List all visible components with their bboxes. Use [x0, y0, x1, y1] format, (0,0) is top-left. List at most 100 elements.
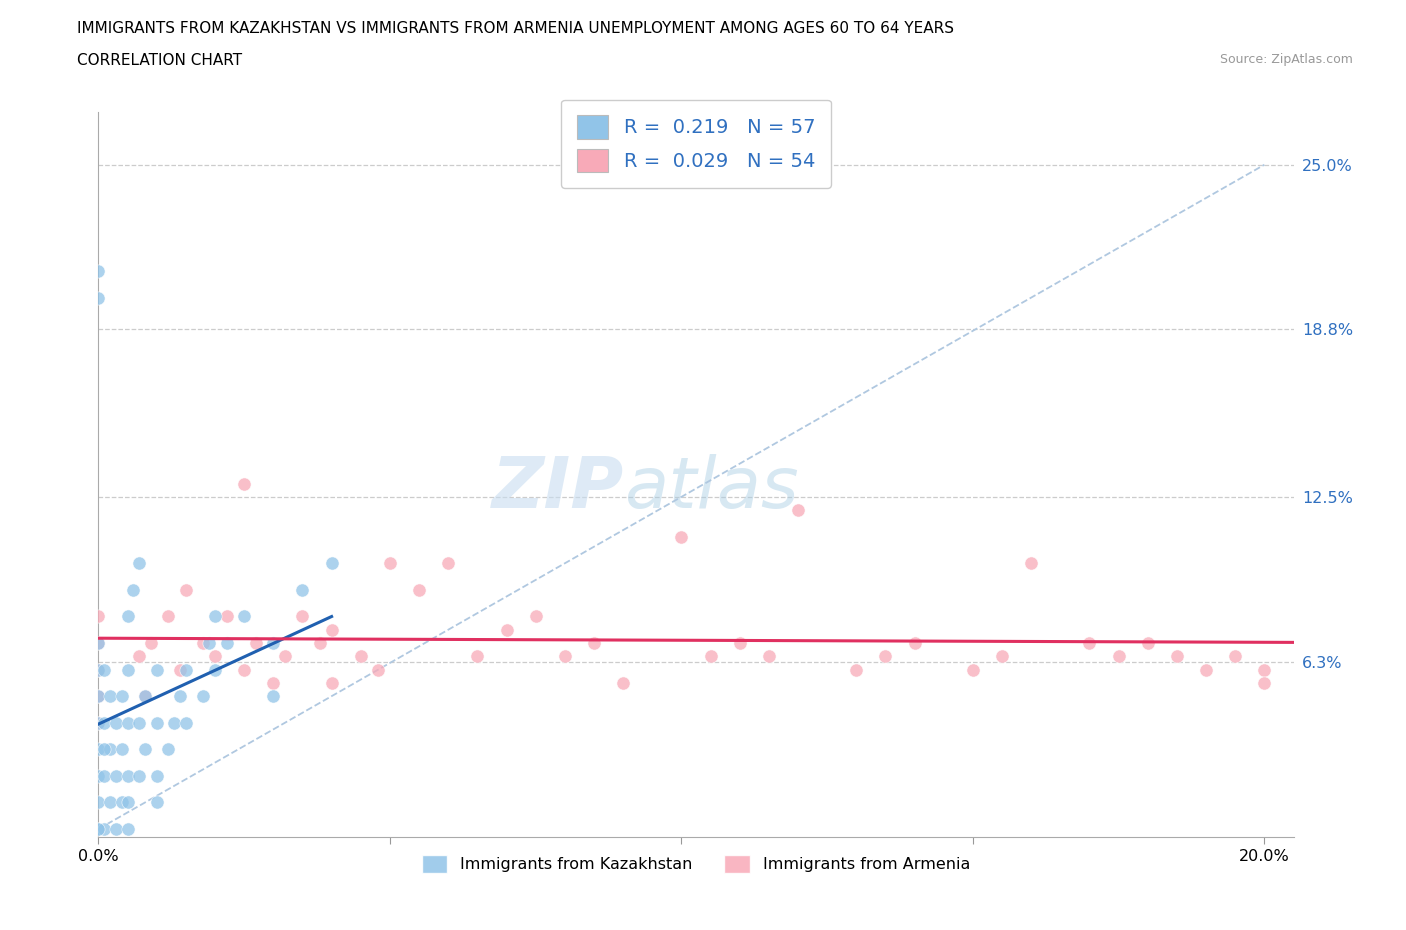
- Point: [554, 649, 576, 664]
- Point: [87, 821, 110, 836]
- Text: atlas: atlas: [624, 455, 799, 524]
- Point: [758, 649, 780, 664]
- Text: ZIP: ZIP: [492, 455, 624, 524]
- Point: [104, 821, 127, 836]
- Point: [111, 742, 134, 757]
- Point: [87, 821, 110, 836]
- Point: [350, 649, 373, 664]
- Point: [145, 795, 167, 810]
- Point: [104, 715, 127, 730]
- Point: [1225, 649, 1247, 664]
- Point: [128, 556, 150, 571]
- Point: [117, 795, 139, 810]
- Point: [134, 689, 156, 704]
- Point: [1019, 556, 1042, 571]
- Point: [169, 662, 191, 677]
- Point: [233, 609, 256, 624]
- Point: [524, 609, 547, 624]
- Point: [87, 689, 110, 704]
- Point: [1195, 662, 1218, 677]
- Point: [321, 622, 343, 637]
- Point: [98, 795, 121, 810]
- Point: [87, 662, 110, 677]
- Point: [93, 821, 115, 836]
- Point: [169, 689, 191, 704]
- Point: [87, 795, 110, 810]
- Point: [233, 662, 256, 677]
- Point: [128, 649, 150, 664]
- Point: [467, 649, 489, 664]
- Point: [87, 715, 110, 730]
- Point: [875, 649, 897, 664]
- Point: [104, 768, 127, 783]
- Point: [245, 635, 267, 650]
- Point: [321, 556, 343, 571]
- Point: [1108, 649, 1130, 664]
- Point: [117, 609, 139, 624]
- Point: [671, 529, 693, 544]
- Point: [87, 768, 110, 783]
- Point: [1253, 662, 1275, 677]
- Point: [291, 609, 314, 624]
- Point: [87, 635, 110, 650]
- Point: [1136, 635, 1159, 650]
- Point: [93, 715, 115, 730]
- Point: [93, 662, 115, 677]
- Point: [122, 582, 145, 597]
- Point: [87, 662, 110, 677]
- Point: [157, 609, 180, 624]
- Point: [1253, 675, 1275, 690]
- Point: [962, 662, 984, 677]
- Point: [495, 622, 517, 637]
- Point: [98, 742, 121, 757]
- Point: [128, 768, 150, 783]
- Point: [87, 742, 110, 757]
- Point: [174, 662, 197, 677]
- Point: [174, 715, 197, 730]
- Point: [157, 742, 180, 757]
- Point: [87, 290, 110, 305]
- Text: Source: ZipAtlas.com: Source: ZipAtlas.com: [1219, 53, 1353, 66]
- Point: [87, 689, 110, 704]
- Point: [117, 821, 139, 836]
- Point: [98, 689, 121, 704]
- Point: [193, 635, 215, 650]
- Point: [437, 556, 460, 571]
- Point: [93, 768, 115, 783]
- Point: [612, 675, 634, 690]
- Point: [787, 503, 810, 518]
- Point: [991, 649, 1014, 664]
- Point: [145, 662, 167, 677]
- Point: [134, 689, 156, 704]
- Point: [193, 689, 215, 704]
- Point: [274, 649, 297, 664]
- Point: [87, 635, 110, 650]
- Point: [111, 795, 134, 810]
- Point: [117, 715, 139, 730]
- Point: [903, 635, 925, 650]
- Point: [87, 609, 110, 624]
- Point: [87, 263, 110, 278]
- Text: CORRELATION CHART: CORRELATION CHART: [77, 53, 242, 68]
- Point: [204, 662, 226, 677]
- Legend: Immigrants from Kazakhstan, Immigrants from Armenia: Immigrants from Kazakhstan, Immigrants f…: [415, 848, 977, 880]
- Point: [87, 715, 110, 730]
- Point: [1166, 649, 1188, 664]
- Point: [1078, 635, 1101, 650]
- Point: [134, 742, 156, 757]
- Point: [367, 662, 389, 677]
- Point: [93, 742, 115, 757]
- Point: [699, 649, 721, 664]
- Point: [378, 556, 401, 571]
- Point: [262, 635, 284, 650]
- Point: [198, 635, 221, 650]
- Point: [582, 635, 605, 650]
- Point: [262, 689, 284, 704]
- Point: [111, 689, 134, 704]
- Point: [145, 768, 167, 783]
- Point: [233, 476, 256, 491]
- Point: [128, 715, 150, 730]
- Point: [262, 675, 284, 690]
- Point: [291, 582, 314, 597]
- Point: [321, 675, 343, 690]
